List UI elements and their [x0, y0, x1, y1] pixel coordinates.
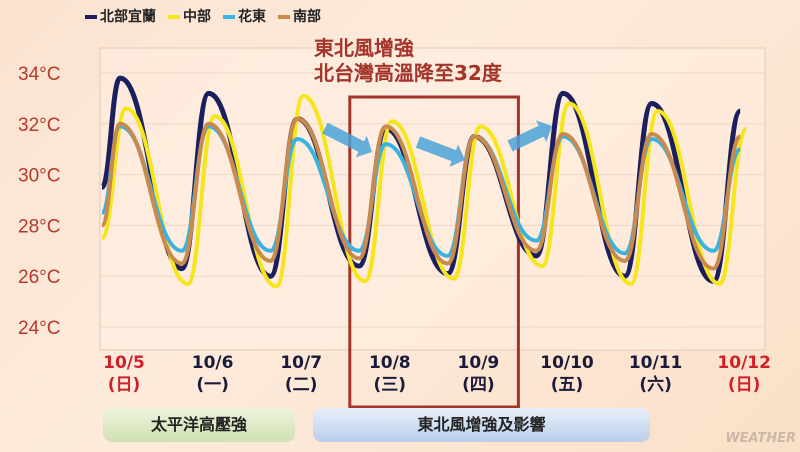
legend-label: 中部 [183, 9, 211, 25]
period-northeast-wind: 東北風增強及影響 [313, 408, 650, 442]
weekday-label: (日) [727, 375, 761, 395]
legend: 北部宜蘭 中部 花東 南部 [85, 6, 321, 26]
weekday-label: (日) [107, 375, 141, 395]
wind-arrow-icon [322, 122, 372, 158]
annotation-line: 東北風增強 [314, 36, 414, 60]
legend-item-south: 南部 [278, 6, 321, 26]
wind-arrow-icon [415, 136, 466, 167]
date-label: 10/9 [457, 353, 500, 373]
wind-arrow-icon [507, 120, 553, 152]
series-line-3 [100, 116, 743, 271]
x-tick-label: 10/8 (三) [350, 352, 430, 396]
legend-label: 北部宜蘭 [100, 9, 156, 25]
weekday-label: (五) [550, 375, 584, 395]
x-tick-label: 10/9 (四) [438, 352, 518, 396]
x-tick-label: 10/10 (五) [527, 352, 607, 396]
y-tick-label: 34°C [18, 64, 60, 85]
weekday-label: (四) [462, 375, 495, 395]
legend-item-east: 花東 [223, 6, 266, 26]
date-label: 10/11 [628, 353, 683, 373]
y-tick-label: 32°C [18, 115, 60, 136]
y-tick-label: 30°C [18, 166, 60, 187]
x-tick-label: 10/11 (六) [616, 352, 696, 396]
watermark: WEATHER [725, 431, 796, 446]
weekday-label: (二) [284, 375, 318, 395]
y-tick-label: 24°C [18, 318, 60, 339]
x-tick-label: 10/12 (日) [704, 352, 784, 396]
date-label: 10/12 [717, 353, 771, 373]
x-tick-label: 10/7 (二) [261, 352, 341, 396]
annotation-line: 北台灣高溫降至32度 [314, 61, 502, 85]
weekday-label: (一) [196, 375, 229, 395]
period-pacific-high: 太平洋高壓強 [103, 408, 295, 442]
weekday-label: (三) [373, 375, 407, 395]
date-label: 10/8 [368, 353, 411, 373]
legend-item-north: 北部宜蘭 [85, 6, 156, 26]
legend-label: 南部 [293, 9, 321, 25]
weekday-label: (六) [639, 375, 672, 395]
y-tick-label: 26°C [18, 267, 60, 288]
date-label: 10/6 [191, 353, 234, 373]
y-tick-label: 28°C [18, 216, 60, 237]
date-label: 10/5 [103, 353, 145, 373]
x-tick-label: 10/6 (一) [173, 352, 253, 396]
date-label: 10/7 [280, 353, 323, 373]
legend-label: 花東 [238, 9, 266, 25]
x-tick-label: 10/5 (日) [84, 352, 164, 396]
series-line-1 [100, 93, 749, 289]
date-label: 10/10 [540, 353, 594, 373]
legend-item-central: 中部 [168, 6, 211, 26]
annotation: 東北風增強 北台灣高溫降至32度 [314, 36, 502, 86]
